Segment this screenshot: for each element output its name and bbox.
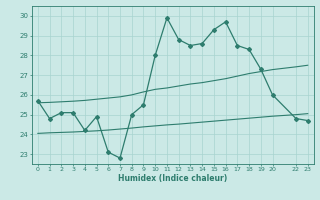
X-axis label: Humidex (Indice chaleur): Humidex (Indice chaleur) bbox=[118, 174, 228, 183]
